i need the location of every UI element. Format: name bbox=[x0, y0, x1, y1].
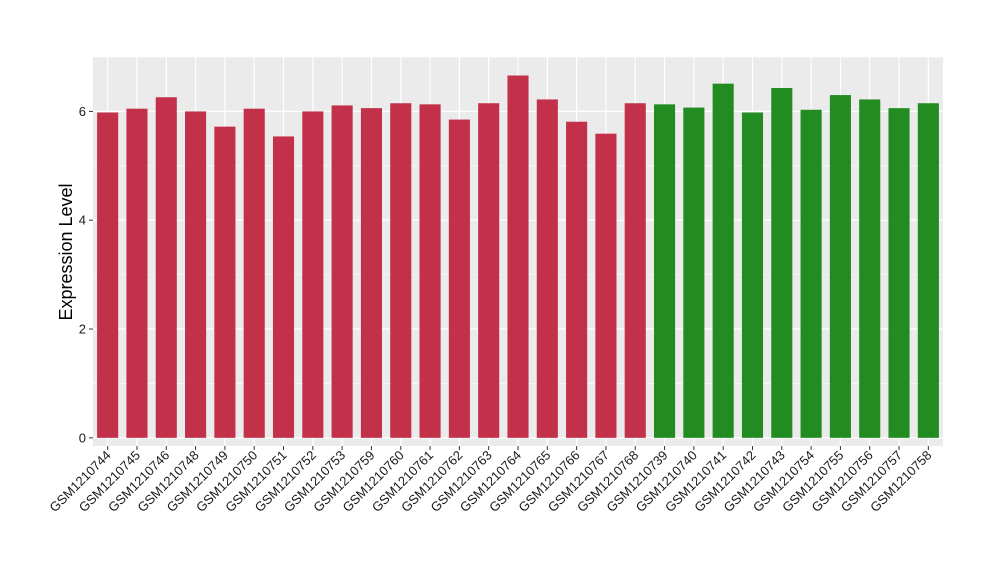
bar-GSM1210764 bbox=[507, 75, 529, 438]
bar-GSM1210740 bbox=[683, 107, 705, 438]
bar-GSM1210758 bbox=[917, 103, 939, 438]
bar-GSM1210753 bbox=[331, 105, 353, 438]
bar-GSM1210756 bbox=[859, 99, 881, 438]
bar-GSM1210746 bbox=[155, 97, 177, 438]
bar-GSM1210754 bbox=[800, 109, 822, 438]
bar-GSM1210757 bbox=[888, 108, 910, 438]
bar-GSM1210744 bbox=[97, 112, 119, 438]
bar-GSM1210755 bbox=[829, 95, 851, 438]
y-tick-label: 6 bbox=[79, 104, 86, 119]
bar-GSM1210762 bbox=[448, 119, 470, 438]
bar-GSM1210743 bbox=[771, 88, 793, 438]
bar-GSM1210767 bbox=[595, 133, 617, 438]
y-axis: 0 2 4 6 bbox=[79, 104, 93, 445]
bar-GSM1210749 bbox=[214, 126, 236, 438]
y-tick-label: 2 bbox=[79, 322, 86, 337]
bar-GSM1210752 bbox=[302, 111, 324, 438]
bar-GSM1210745 bbox=[126, 108, 148, 438]
bar-GSM1210759 bbox=[360, 108, 382, 438]
bar-GSM1210741 bbox=[712, 83, 734, 438]
x-axis: GSM1210744GSM1210745GSM1210746GSM1210748… bbox=[46, 446, 934, 515]
bar-GSM1210761 bbox=[419, 104, 441, 438]
bar-GSM1210751 bbox=[272, 136, 295, 438]
y-axis-title: Expression Level bbox=[56, 183, 76, 320]
bars bbox=[97, 75, 939, 438]
bar-GSM1210739 bbox=[654, 104, 676, 438]
bar-GSM1210742 bbox=[741, 112, 764, 438]
bar-GSM1210768 bbox=[624, 103, 646, 438]
bar-GSM1210750 bbox=[243, 108, 265, 438]
bar-GSM1210760 bbox=[390, 103, 412, 438]
bar-GSM1210748 bbox=[185, 111, 207, 438]
bar-GSM1210766 bbox=[566, 121, 588, 438]
bar-GSM1210763 bbox=[478, 103, 500, 438]
y-tick-label: 4 bbox=[79, 213, 86, 228]
y-tick-label: 0 bbox=[79, 430, 86, 445]
bar-GSM1210765 bbox=[536, 99, 558, 438]
